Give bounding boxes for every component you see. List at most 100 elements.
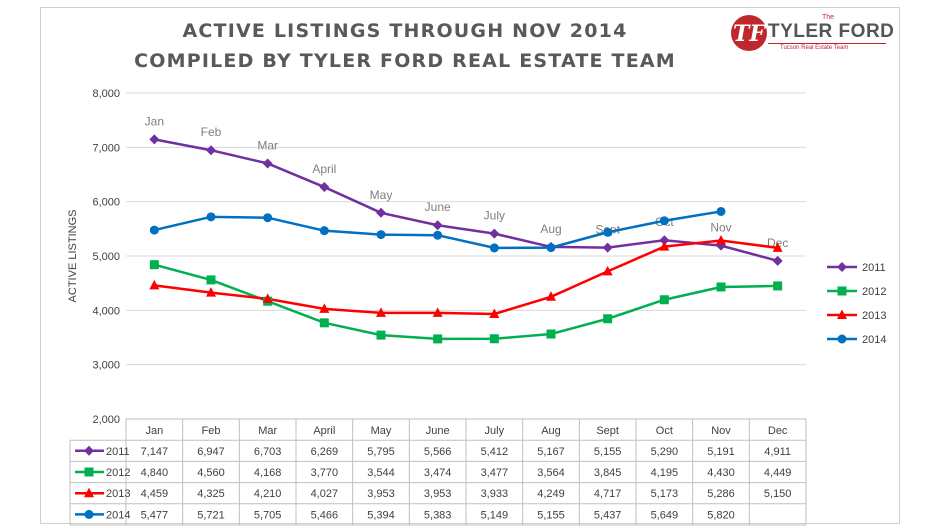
y-tick-label: 8,000 — [92, 88, 120, 100]
data-point — [319, 182, 330, 193]
month-annotation: Jan — [145, 114, 164, 128]
data-point — [772, 255, 783, 266]
data-point — [84, 445, 94, 456]
table-cell: 6,947 — [197, 446, 225, 458]
table-cell: 3,477 — [481, 467, 509, 479]
table-cell: 3,953 — [424, 488, 452, 500]
table-cell: 5,155 — [594, 446, 622, 458]
legend-label-2013: 2013 — [862, 310, 886, 322]
y-tick-label: 6,000 — [92, 197, 120, 209]
series-line-2012 — [154, 263, 778, 341]
month-annotation: April — [312, 162, 336, 176]
series-line-2011 — [154, 138, 778, 263]
tyler-ford-logo: TF The TYLER FORD Tucson Real Estate Tea… — [730, 14, 894, 54]
legend-label-2012: 2012 — [862, 286, 886, 298]
data-point — [376, 307, 386, 317]
y-axis-title: ACTIVE LISTINGS — [67, 210, 79, 303]
logo-the: The — [822, 14, 835, 21]
table-header-cell: Dec — [768, 425, 788, 437]
table-cell: 5,705 — [254, 509, 282, 521]
data-point — [772, 242, 783, 252]
table-cell: 5,149 — [481, 509, 509, 521]
data-point — [206, 287, 216, 297]
data-point — [206, 145, 216, 156]
table-cell: 4,430 — [707, 467, 735, 479]
data-point — [546, 243, 556, 253]
data-point — [837, 262, 847, 272]
data-point — [837, 309, 847, 319]
data-point — [659, 216, 669, 226]
data-point — [432, 307, 443, 317]
table-cell: 4,717 — [594, 488, 622, 500]
table-cell: 4,027 — [311, 488, 339, 500]
table-header-cell: Nov — [711, 425, 731, 437]
table-cell: 5,820 — [707, 509, 735, 521]
table-cell: 5,649 — [651, 509, 679, 521]
table-cell: 5,155 — [537, 509, 565, 521]
data-point — [602, 265, 613, 276]
table-header-cell: Feb — [202, 425, 221, 437]
data-point — [319, 226, 329, 236]
data-point — [84, 467, 94, 477]
table-cell: 4,449 — [764, 467, 792, 479]
tf-logo-icon: TF — [731, 15, 767, 51]
data-point — [489, 228, 500, 239]
table-row-label: 2013 — [106, 488, 130, 500]
table-cell: 4,210 — [254, 488, 282, 500]
table-cell: 3,933 — [481, 488, 509, 500]
data-point — [319, 318, 329, 328]
month-annotation: Mar — [257, 138, 278, 152]
data-point — [773, 281, 783, 291]
data-point — [149, 134, 160, 145]
table-row-label: 2014 — [106, 509, 130, 521]
table-cell: 5,290 — [651, 446, 679, 458]
table-cell: 5,437 — [594, 509, 622, 521]
data-point — [433, 334, 443, 344]
data-point — [659, 241, 670, 251]
legend-label-2014: 2014 — [862, 334, 886, 346]
table-header-cell: Oct — [656, 425, 673, 437]
table-cell: 4,249 — [537, 488, 565, 500]
table-cell: 5,150 — [764, 488, 792, 500]
month-annotation: Nov — [710, 221, 731, 235]
data-point — [489, 334, 499, 344]
table-cell: 4,168 — [254, 467, 282, 479]
table-row-label: 2011 — [106, 446, 130, 458]
data-point — [659, 235, 670, 246]
table-cell: 5,466 — [311, 509, 339, 521]
data-point — [149, 260, 159, 270]
logo-name: TYLER FORD — [768, 21, 895, 42]
table-cell: 3,770 — [311, 467, 339, 479]
table-cell: 6,703 — [254, 446, 282, 458]
y-tick-label: 5,000 — [92, 251, 120, 263]
data-point — [603, 314, 613, 324]
data-point — [149, 225, 159, 235]
table-cell: 5,394 — [367, 509, 395, 521]
data-point — [206, 212, 216, 222]
data-point — [262, 293, 273, 303]
table-cell: 3,953 — [367, 488, 395, 500]
month-annotation: July — [484, 209, 505, 223]
data-point — [376, 207, 386, 218]
month-annotation: Feb — [201, 125, 222, 139]
table-cell: 5,566 — [424, 446, 452, 458]
logo-tagline: Tucson Real Estate Team — [780, 45, 849, 51]
data-point — [206, 275, 216, 285]
data-point — [319, 303, 330, 313]
table-header-cell: Jan — [145, 425, 163, 437]
data-point — [546, 291, 556, 301]
data-point — [84, 509, 94, 519]
table-cell: 5,383 — [424, 509, 452, 521]
data-point — [602, 242, 613, 253]
table-cell: 5,721 — [197, 509, 225, 521]
table-cell: 4,195 — [651, 467, 679, 479]
svg-text:TF: TF — [733, 21, 766, 47]
table-header-cell: June — [426, 425, 450, 437]
table-cell: 5,477 — [141, 509, 169, 521]
data-point — [376, 230, 386, 240]
y-tick-label: 4,000 — [92, 305, 120, 317]
data-point — [603, 227, 613, 237]
data-point — [489, 308, 500, 318]
table-cell: 4,911 — [764, 446, 791, 458]
